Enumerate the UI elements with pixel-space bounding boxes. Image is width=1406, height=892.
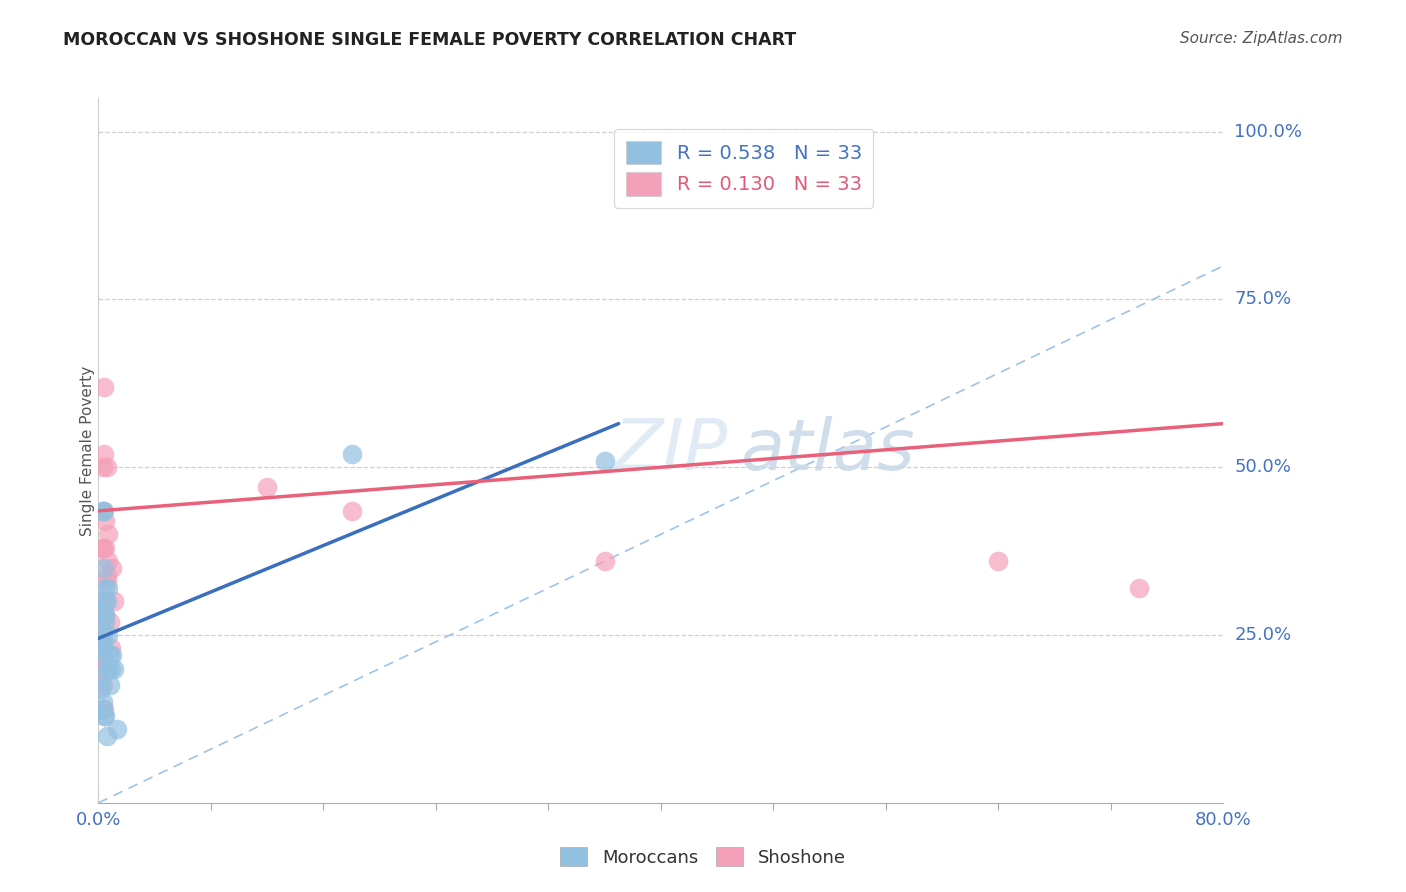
Point xyxy=(103,662,125,676)
Text: 75.0%: 75.0% xyxy=(1234,291,1292,309)
Point xyxy=(93,504,115,518)
Point xyxy=(987,554,1010,568)
Legend: Moroccans, Shoshone: Moroccans, Shoshone xyxy=(553,840,853,874)
Point xyxy=(94,594,117,608)
Point xyxy=(91,695,114,709)
Point xyxy=(94,615,117,629)
Point xyxy=(91,504,114,518)
Point xyxy=(96,729,118,743)
Point xyxy=(101,648,124,662)
Point xyxy=(91,624,114,639)
Point xyxy=(93,594,115,608)
Point xyxy=(94,581,117,595)
Point xyxy=(1128,581,1150,595)
Point xyxy=(91,678,114,692)
Point xyxy=(97,628,120,642)
Point xyxy=(91,594,114,608)
Point xyxy=(98,678,121,692)
Point xyxy=(593,554,616,568)
Point xyxy=(340,447,363,461)
Text: 100.0%: 100.0% xyxy=(1234,123,1302,141)
Point xyxy=(97,662,120,676)
Point xyxy=(94,514,117,528)
Point xyxy=(91,634,114,648)
Point xyxy=(100,641,122,656)
Point xyxy=(97,554,120,568)
Point xyxy=(93,702,115,716)
Point xyxy=(93,447,115,461)
Point xyxy=(91,541,114,555)
Text: atlas: atlas xyxy=(740,416,914,485)
Point xyxy=(96,662,118,676)
Y-axis label: Single Female Poverty: Single Female Poverty xyxy=(80,366,94,535)
Point xyxy=(96,460,118,475)
Point xyxy=(93,605,115,619)
Point xyxy=(94,607,117,622)
Point xyxy=(91,504,114,518)
Point xyxy=(100,662,122,676)
Point xyxy=(98,648,121,662)
Point xyxy=(98,615,121,629)
Point xyxy=(97,527,120,541)
Point xyxy=(91,648,114,662)
Point xyxy=(105,722,128,736)
Point xyxy=(103,594,125,608)
Point xyxy=(94,607,117,622)
Point xyxy=(91,641,114,656)
Point xyxy=(101,561,124,575)
Point xyxy=(340,504,363,518)
Point xyxy=(93,594,115,608)
Text: ZIP: ZIP xyxy=(614,416,728,485)
Point xyxy=(96,574,118,589)
Point xyxy=(91,648,114,662)
Point xyxy=(91,460,114,475)
Point xyxy=(90,662,112,676)
Point xyxy=(90,634,112,648)
Point xyxy=(94,541,117,555)
Text: 50.0%: 50.0% xyxy=(1234,458,1291,476)
Point xyxy=(93,561,115,575)
Point xyxy=(93,380,115,394)
Point xyxy=(97,581,120,595)
Text: Source: ZipAtlas.com: Source: ZipAtlas.com xyxy=(1180,31,1343,46)
Point xyxy=(91,628,114,642)
Point xyxy=(90,675,112,690)
Text: 25.0%: 25.0% xyxy=(1234,626,1292,644)
Point xyxy=(91,702,114,716)
Point xyxy=(94,708,117,723)
Point xyxy=(256,480,278,494)
Point xyxy=(96,567,118,582)
Point xyxy=(96,594,118,608)
Text: MOROCCAN VS SHOSHONE SINGLE FEMALE POVERTY CORRELATION CHART: MOROCCAN VS SHOSHONE SINGLE FEMALE POVER… xyxy=(63,31,797,49)
Point xyxy=(93,708,115,723)
Point xyxy=(593,453,616,467)
Point xyxy=(91,541,114,555)
Point xyxy=(90,681,112,696)
Point xyxy=(90,615,112,629)
Point xyxy=(90,648,112,662)
Legend: R = 0.538   N = 33, R = 0.130   N = 33: R = 0.538 N = 33, R = 0.130 N = 33 xyxy=(614,129,873,208)
